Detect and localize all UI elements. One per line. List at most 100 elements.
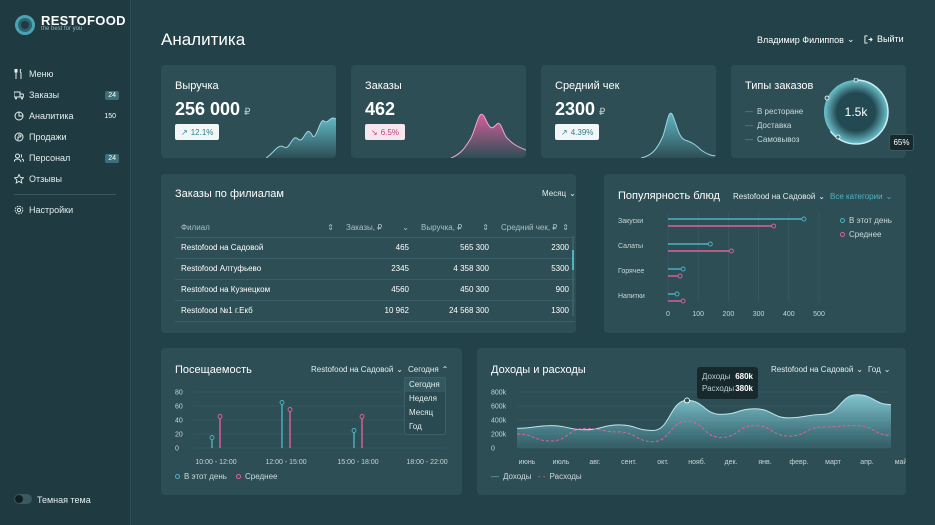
popularity-card: Популярность блюд Restofood на Садовой ⌄ … <box>604 174 906 333</box>
x-tick-label: апр. <box>860 459 874 466</box>
legend-today: В этот день <box>175 472 227 481</box>
brand-tagline: the best for you <box>41 26 83 32</box>
sidebar-item-orders[interactable]: Заказы 24 <box>14 87 119 103</box>
column-header[interactable]: Выручка, ₽ ⇕ <box>415 218 495 238</box>
menu-item-week[interactable]: Неделя <box>409 394 437 403</box>
x-tick-label: окт. <box>657 459 668 466</box>
chevron-down-icon: ⌄ <box>396 365 403 374</box>
order-type-item: — Самовывоз <box>745 135 800 144</box>
x-tick-label: 12:00 - 15:00 <box>265 459 306 466</box>
chevron-down-icon: ⌄ <box>569 189 576 198</box>
branches-period-dropdown[interactable]: Месяц ⌄ <box>542 189 576 198</box>
finance-tooltip: Доходы 680k Расходы 380k <box>697 367 758 399</box>
x-tick-label: янв. <box>758 459 771 466</box>
bar-end-point <box>801 216 807 222</box>
bar-end-point <box>728 248 734 254</box>
logout-button[interactable]: Выйти <box>864 34 904 44</box>
sidebar-item-label: Заказы <box>29 90 60 100</box>
menu-item-today[interactable]: Сегодня <box>405 378 445 392</box>
order-type-item: — В ресторане <box>745 107 804 116</box>
kpi-title: Средний чек <box>555 80 620 92</box>
chevron-down-icon: ⌄ <box>883 365 891 374</box>
user-name: Владимир Филиппов <box>757 34 844 45</box>
dark-theme-toggle[interactable] <box>14 494 32 504</box>
chart-pie-icon <box>14 111 24 121</box>
attendance-period-dropdown[interactable]: Сегодня ⌃ <box>408 365 449 374</box>
x-tick-label: 15:00 - 18:00 <box>337 459 378 466</box>
table-row[interactable]: Restofood на Кузнецком 4560 450 300 900 <box>175 279 575 301</box>
arrow-down-right-icon: ↘ <box>371 127 378 137</box>
truck-icon <box>14 91 24 100</box>
user-menu[interactable]: Владимир Филиппов ⌄ <box>757 34 855 45</box>
bar-end-point <box>771 223 777 229</box>
x-tick-label: 500 <box>813 311 825 318</box>
kpi-card-avg-check: Средний чек 2300 ₽ ↗ 4.39% <box>541 65 716 158</box>
x-tick-label: сент. <box>621 459 637 466</box>
income-line <box>516 394 892 432</box>
kpi-card-revenue: Выручка 256 000 ₽ ↗ 12.1% <box>161 65 336 158</box>
brand-name: RESTOFOOD <box>41 13 126 28</box>
logout-label: Выйти <box>877 34 904 44</box>
popularity-category-dropdown[interactable]: Все категории ⌄ <box>830 192 893 201</box>
legend-today: В этот день <box>840 216 892 225</box>
branches-table: Филиал ⇕ Заказы, ₽ ⌄ Выручка, ₽ ⇕ Средний ч… <box>175 218 575 322</box>
income-area <box>517 394 891 448</box>
bar-end-point <box>359 414 365 419</box>
sidebar-item-reviews[interactable]: Отзывы <box>14 171 119 187</box>
table-scrollbar-thumb[interactable] <box>572 250 574 270</box>
x-tick-label: февр. <box>789 459 808 466</box>
bar-end-point <box>279 400 285 405</box>
menu-item-month[interactable]: Месяц <box>409 408 434 417</box>
y-tick-label: 20 <box>175 432 183 439</box>
star-icon <box>14 174 24 184</box>
sidebar-item-label: Продажи <box>29 132 67 142</box>
y-tick-label: 60 <box>175 404 183 411</box>
logout-icon <box>864 34 873 44</box>
orders-sparkline <box>451 113 526 158</box>
bar-end-point <box>217 414 223 419</box>
chevron-up-icon: ⌃ <box>441 365 449 374</box>
bar-end-point <box>674 291 680 297</box>
x-tick-label: 0 <box>666 311 670 318</box>
finance-branch-dropdown[interactable]: Restofood на Садовой ⌄ <box>771 365 863 374</box>
menu-item-year[interactable]: Год <box>409 422 422 431</box>
table-row[interactable]: Restofood на Садовой 465 565 300 2300 <box>175 237 575 259</box>
sidebar-item-sales[interactable]: Продажи <box>14 129 119 145</box>
column-header[interactable]: Заказы, ₽ ⌄ <box>340 218 415 238</box>
bar-end-point <box>707 241 713 247</box>
sidebar: RESTOFOOD the best for you Меню Заказы 2… <box>0 0 131 525</box>
popularity-title: Популярность блюд <box>618 190 720 202</box>
sort-icon: ⇕ <box>482 222 489 232</box>
bar-end-point <box>209 435 215 440</box>
column-header[interactable]: Филиал ⇕ <box>175 218 340 238</box>
column-header[interactable]: Средний чек, ₽ ⇕ <box>495 218 575 238</box>
sidebar-item-staff[interactable]: Персонал 24 <box>14 150 119 166</box>
table-scrollbar-track[interactable] <box>572 236 574 316</box>
bar-end-point <box>680 266 686 272</box>
y-tick-label: 0 <box>175 446 179 453</box>
table-row[interactable]: Restofood Алтуфьево 2345 4 358 300 5300 <box>175 258 575 280</box>
expense-line <box>516 420 892 443</box>
legend-average: Среднее <box>840 230 881 239</box>
x-tick-label: 18:00 - 22:00 <box>406 459 447 466</box>
sidebar-divider <box>14 194 116 195</box>
finance-period-dropdown[interactable]: Год ⌄ <box>868 365 891 374</box>
y-tick-label: 80 <box>175 390 183 397</box>
order-types-donut: 1.5k <box>823 78 889 145</box>
attendance-branch-dropdown[interactable]: Restofood на Садовой ⌄ <box>311 365 403 374</box>
x-tick-label: авг. <box>589 459 600 466</box>
y-tick-label: 600k <box>491 404 507 411</box>
x-tick-label: 100 <box>692 311 704 318</box>
category-label: Закуски <box>618 218 643 225</box>
sidebar-item-analytics[interactable]: Аналитика 150 <box>14 108 119 124</box>
kpi-value: 462 <box>365 99 396 119</box>
sort-icon: ⇕ <box>327 222 334 232</box>
sidebar-item-settings[interactable]: Настройки <box>14 202 119 218</box>
x-tick-label: 10:00 - 12:00 <box>195 459 236 466</box>
sidebar-item-menu[interactable]: Меню <box>14 66 119 82</box>
revenue-sparkline <box>266 117 336 158</box>
kpi-title: Выручка <box>175 80 219 92</box>
table-row[interactable]: Restofood №1 г.Екб 10 962 24 568 300 1300 <box>175 300 575 322</box>
users-icon <box>14 153 24 163</box>
popularity-branch-dropdown[interactable]: Restofood на Садовой ⌄ <box>733 192 825 201</box>
